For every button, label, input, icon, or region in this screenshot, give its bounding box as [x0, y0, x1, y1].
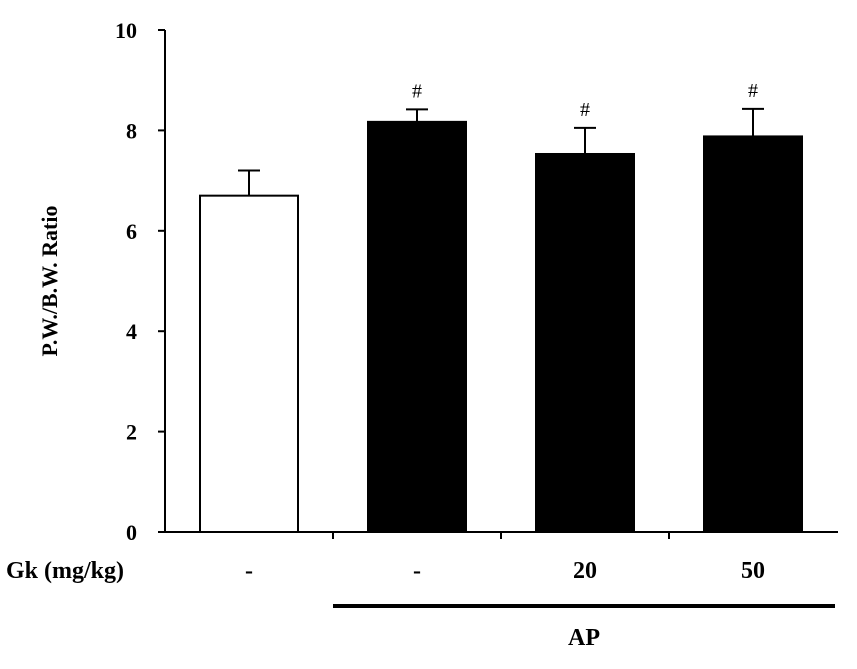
significance-mark: # [412, 80, 422, 102]
bar [535, 152, 635, 534]
x-tick-label: 20 [573, 558, 597, 584]
x-row-label: Gk (mg/kg) [6, 558, 124, 584]
bar [367, 120, 467, 533]
bar [703, 135, 803, 533]
y-tick-label: 4 [126, 319, 137, 344]
x-tick-label: - [245, 558, 253, 584]
y-tick-label: 10 [115, 18, 137, 43]
y-tick-label: 0 [126, 520, 137, 545]
group-label: AP [568, 625, 600, 651]
bars-layer [199, 107, 803, 534]
labels-layer: P.W./B.W. Ratio Gk (mg/kg) AP 0 2 4 6 8 10 - # -… [6, 18, 765, 651]
significance-mark: # [748, 80, 758, 102]
y-axis-label: P.W./B.W. Ratio [37, 206, 62, 357]
y-tick-label: 8 [126, 118, 137, 143]
y-tick-label: 6 [126, 219, 137, 244]
bar [199, 194, 299, 533]
significance-mark: # [580, 99, 590, 121]
x-tick-label: 50 [741, 558, 765, 584]
axes-layer [158, 29, 838, 608]
y-tick-label: 2 [126, 420, 137, 445]
x-tick-label: - [413, 558, 421, 584]
